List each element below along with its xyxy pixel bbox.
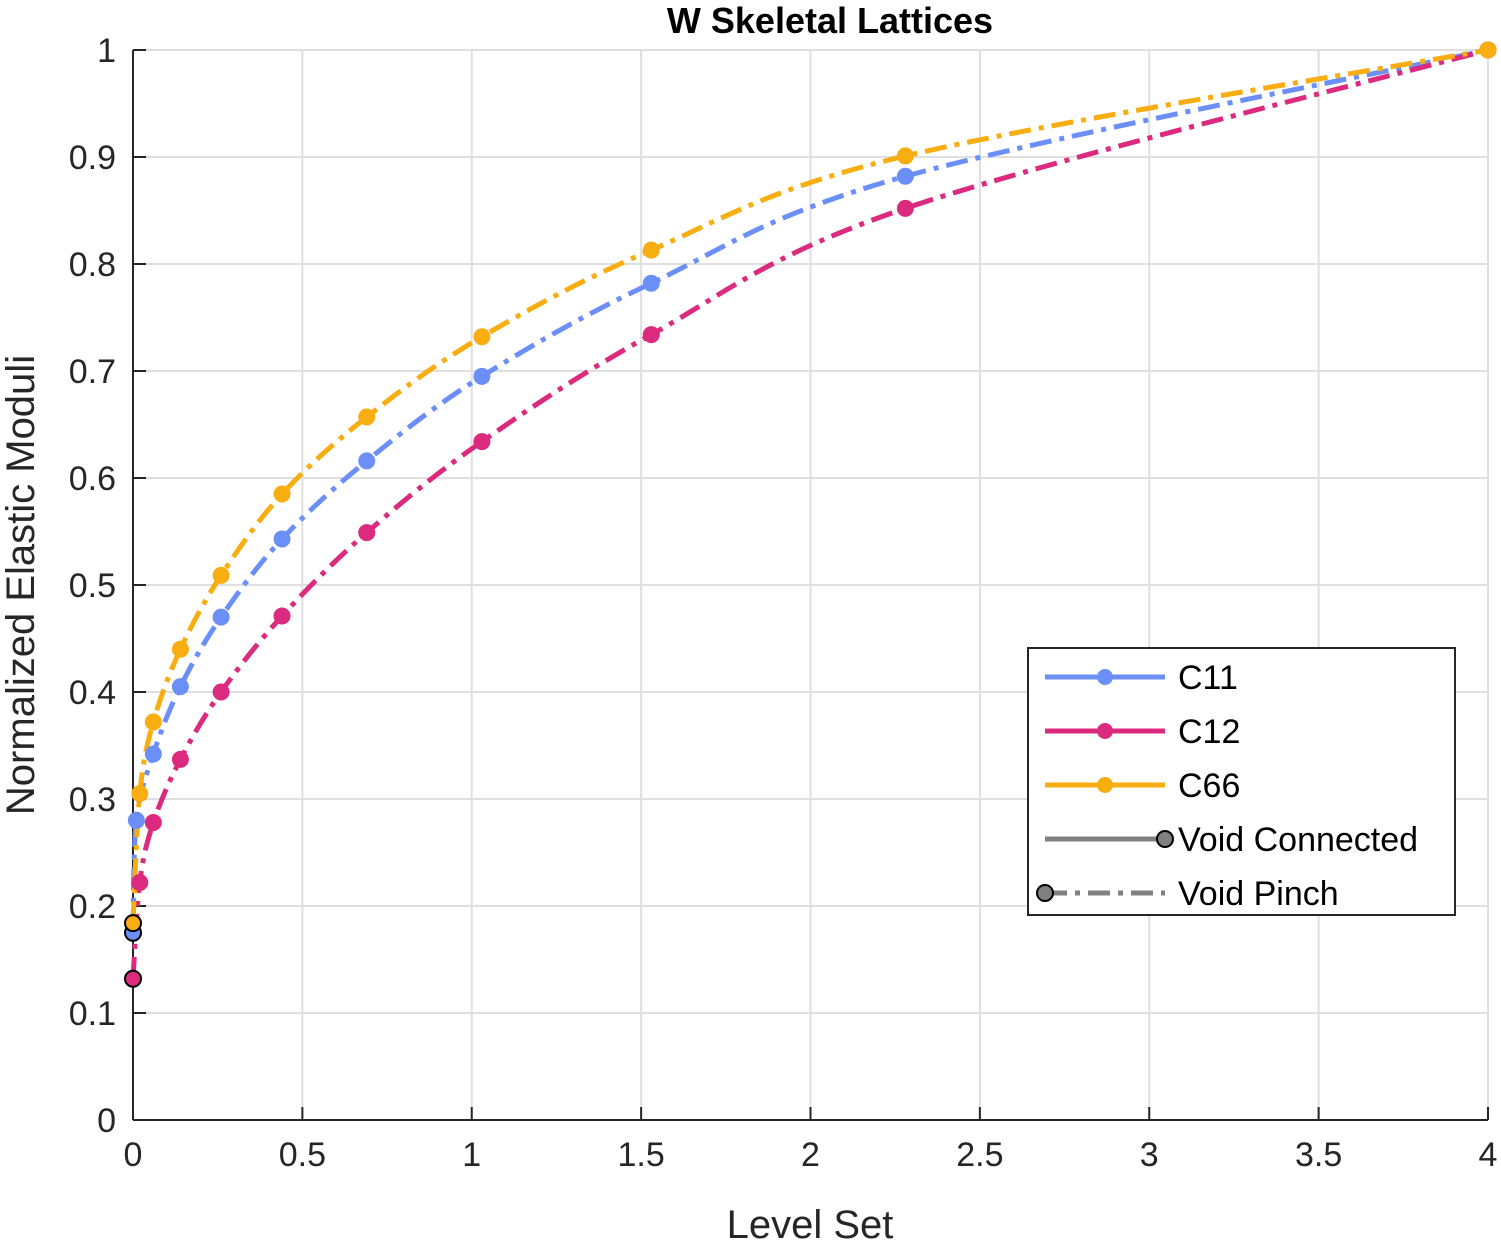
y-tick-label: 0.7: [69, 353, 116, 391]
legend-marker: [1036, 884, 1054, 902]
axes: 0 0.5 1 1.5 2 2.5 3 3.5 4 0 0.1 0.2 0.3 0.4 0.5 0.6 0.7 0…: [69, 32, 1498, 1174]
data-point-C12: [358, 524, 376, 542]
data-point-C11: [212, 608, 230, 626]
data-point-C12: [131, 873, 149, 891]
data-point-C12: [171, 750, 189, 768]
legend-label: C12: [1178, 713, 1240, 751]
data-point-C66: [144, 713, 162, 731]
y-tick-label: 0.4: [69, 674, 116, 712]
data-point-C12: [212, 683, 230, 701]
data-point-C12: [273, 607, 291, 625]
data-point-C66: [212, 566, 230, 584]
data-point-C66: [1479, 41, 1497, 59]
data-point-C66: [124, 914, 142, 933]
data-point-C66: [473, 328, 491, 346]
data-point-C11: [171, 678, 189, 696]
data-point-C66: [131, 785, 149, 803]
y-tick-label: 0.5: [69, 567, 116, 605]
y-tick-label: 0.3: [69, 781, 116, 819]
data-point-C11: [127, 811, 145, 829]
data-point-C12: [896, 199, 914, 217]
grid-lines: [132, 49, 1489, 1121]
x-tick-label: 0.5: [279, 1136, 326, 1174]
data-point-C11: [144, 745, 162, 763]
data-point-C11: [273, 530, 291, 548]
x-tick-label: 3.5: [1295, 1136, 1342, 1174]
data-point-C11: [642, 274, 660, 292]
data-point-C12: [144, 814, 162, 832]
data-point-C11: [358, 452, 376, 470]
legend-label: C66: [1178, 767, 1240, 805]
data-point-C66: [273, 485, 291, 503]
x-tick-label: 0: [124, 1136, 143, 1174]
series-line-C12: [130, 47, 1489, 979]
legend-label: Void Connected: [1178, 821, 1418, 859]
series-layer: [124, 41, 1497, 988]
data-point-C12: [473, 433, 491, 451]
chart-title: W Skeletal Lattices: [667, 0, 993, 41]
data-point-C12: [642, 326, 660, 344]
x-tick-label: 2.5: [956, 1136, 1003, 1174]
legend-marker: [1097, 777, 1113, 793]
legend-marker: [1156, 830, 1174, 848]
legend-marker: [1097, 723, 1113, 739]
y-tick-label: 0.8: [69, 246, 116, 284]
y-axis-label: Normalized Elastic Moduli: [0, 355, 43, 815]
data-point-C66: [896, 147, 914, 165]
x-tick-label: 1.5: [617, 1136, 664, 1174]
data-point-C66: [358, 408, 376, 426]
x-tick-label: 1: [462, 1136, 481, 1174]
data-point-C11: [473, 367, 491, 385]
y-tick-label: 0.9: [69, 139, 116, 177]
y-tick-label: 0.2: [69, 888, 116, 926]
y-tick-label: 0: [97, 1102, 116, 1140]
data-point-C66: [171, 640, 189, 658]
x-tick-label: 3: [1140, 1136, 1159, 1174]
legend: C11 C12 C66 Void Connected Void Pinch: [1027, 647, 1456, 916]
y-tick-label: 0.1: [69, 995, 116, 1033]
y-tick-label: 0.6: [69, 460, 116, 498]
legend-marker: [1097, 669, 1113, 685]
x-tick-label: 2: [801, 1136, 820, 1174]
data-point-C66: [642, 241, 660, 259]
data-point-C12: [124, 969, 142, 988]
data-point-C11: [896, 167, 914, 185]
x-axis-label: Level Set: [727, 1203, 894, 1244]
y-tick-label: 1: [97, 32, 116, 70]
legend-label: C11: [1178, 659, 1238, 697]
legend-label: Void Pinch: [1178, 875, 1339, 913]
x-tick-label: 4: [1479, 1136, 1498, 1174]
